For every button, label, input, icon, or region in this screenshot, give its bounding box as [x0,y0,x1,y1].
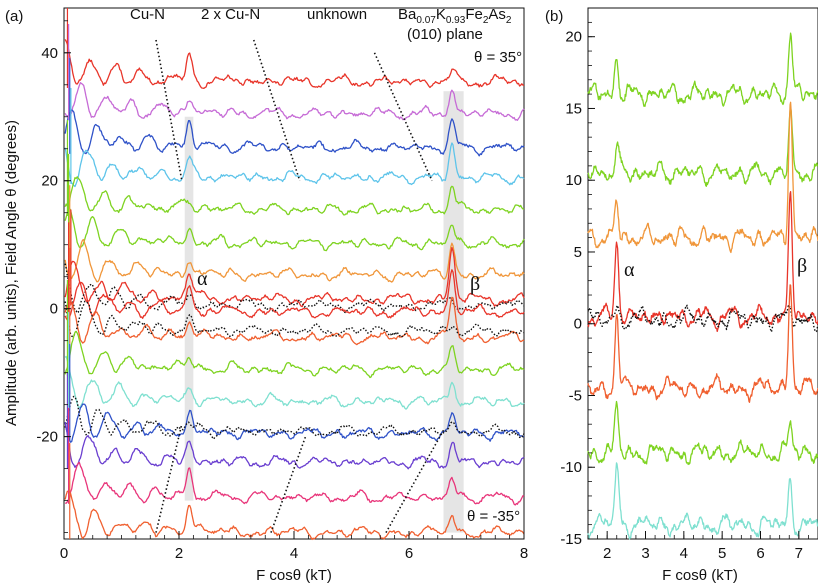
a-xtick-label: 0 [60,545,68,562]
guide-two-cu-n-upper [252,39,301,181]
panel-a-peak-bands [184,91,464,533]
panel-a-guide-lines [155,39,445,533]
series-line-a-17 [65,461,525,506]
panel-a-series [64,8,525,541]
b-xtick-label: 5 [718,545,726,562]
formula-ba-sub: 0.07 [416,15,436,26]
series-line-a-2 [64,109,525,157]
series-line-b-6 [587,400,818,466]
series-line-a-3 [64,142,525,188]
b-xtick-label: 4 [680,545,688,562]
b-ytick-label: -15 [560,531,582,548]
series-line-b-7 [587,462,818,540]
b-ytick-label: 20 [565,29,582,46]
panel-b-series [587,32,818,540]
b-ytick-label: 0 [574,316,582,333]
formula-as: As [488,6,506,23]
series-line-a-5 [64,203,525,252]
formula-fe: Fe [465,6,483,23]
peak-band-alpha [184,116,194,501]
series-line-a-7 [64,246,525,308]
cu-n-label: Cu-N [130,6,165,23]
beta-label-b: β [797,255,807,277]
formula-as-sub: 2 [506,15,512,26]
alpha-label-b: α [624,259,635,281]
series-line-b-0 [587,32,818,107]
b-xtick-label: 7 [795,545,803,562]
series-line-a-11 [64,300,525,338]
panel-a: 0 2 4 6 8 -20 0 20 40 (a) F cosθ (kT) Amplitude … [3,6,528,584]
panel-b-label: (b) [545,8,563,25]
a-ytick-label: 20 [41,173,58,190]
series-line-a-12 [64,330,525,379]
formula-k-sub: 0.93 [446,15,466,26]
panel-b: 2 3 4 5 6 7 -15 -10 -5 0 5 10 15 20 (b) F cosθ (kT) α… [545,7,818,584]
b-ytick-label: -10 [560,459,582,476]
two-cu-n-label: 2 x Cu-N [201,6,260,23]
b-xtick-label: 2 [603,545,611,562]
formula-k: K [436,6,446,23]
series-line-a-16 [64,422,525,470]
guide-cu-n-lower [155,423,183,533]
theta-bottom-label: θ = -35° [467,508,520,525]
b-xtick-label: 3 [641,545,649,562]
panel-b-frame [587,7,818,540]
series-line-a-6 [64,238,525,283]
plane-label: (010) plane [407,26,483,43]
series-line-a-18 [64,490,525,541]
sample-formula: Ba0.07K0.93Fe2As2 [398,6,512,26]
beta-label-a: β [470,273,480,295]
panel-a-xlabel: F cosθ (kT) [256,567,332,584]
formula-ba: Ba [398,6,417,23]
b-ytick-label: 10 [565,172,582,189]
a-ytick-label: 40 [41,45,58,62]
alpha-label-a: α [197,268,208,290]
series-line-a-0 [64,39,525,89]
formula-fe-sub: 2 [483,15,489,26]
panel-a-ticks: 0 2 4 6 8 -20 0 20 40 [36,20,528,562]
series-line-b-4 [587,304,818,333]
series-line-b-5 [587,284,818,403]
guide-two-cu-n-lower [270,436,307,533]
guide-unknown-upper [373,52,433,182]
a-xtick-label: 4 [290,545,298,562]
unknown-label: unknown [307,6,367,23]
series-line-b-2 [587,101,818,254]
a-xtick-label: 2 [175,545,183,562]
a-xtick-label: 8 [520,545,528,562]
guide-unknown-lower [385,429,445,533]
b-ytick-label: 5 [574,244,582,261]
series-line-a-15 [64,395,525,440]
series-line-b-1 [587,106,818,187]
a-xtick-label: 6 [405,545,413,562]
b-ytick-label: 15 [565,100,582,117]
series-line-b-3 [587,190,818,333]
a-ytick-label: 0 [50,301,58,318]
series-line-a-10 [64,296,525,346]
b-ytick-label: -5 [569,387,582,404]
panel-b-ticks: 2 3 4 5 6 7 -15 -10 -5 0 5 10 15 20 [560,7,818,562]
series-line-a-4 [64,176,525,221]
panel-a-ylabel: Amplitude (arb. units), Field Angle θ (d… [3,120,20,426]
a-ytick-label: -20 [36,429,58,446]
panel-b-xlabel: F cosθ (kT) [662,567,738,584]
theta-top-label: θ = 35° [474,49,522,66]
series-line-a-9 [64,269,525,321]
series-line-a-1 [64,82,525,121]
b-xtick-label: 6 [756,545,764,562]
panel-a-label: (a) [5,8,23,25]
series-line-a-13 [64,355,525,410]
